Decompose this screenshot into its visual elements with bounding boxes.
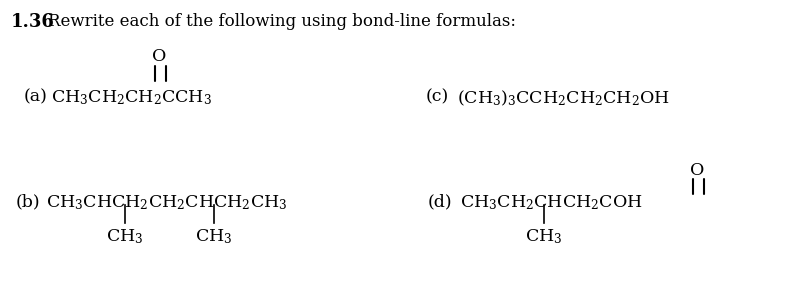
Text: $\mathregular{CH_3}$: $\mathregular{CH_3}$ — [195, 227, 232, 246]
Text: (a): (a) — [24, 88, 48, 105]
Text: $\mathregular{CH_3}$: $\mathregular{CH_3}$ — [525, 227, 562, 246]
Text: $\mathregular{(CH_3)_3CCH_2CH_2CH_2OH}$: $\mathregular{(CH_3)_3CCH_2CH_2CH_2OH}$ — [458, 88, 671, 107]
Text: 1.36: 1.36 — [11, 13, 55, 31]
Text: O: O — [690, 162, 705, 179]
Text: $\mathregular{CH_3CHCH_2CH_2CHCH_2CH_3}$: $\mathregular{CH_3CHCH_2CH_2CHCH_2CH_3}$ — [46, 194, 288, 212]
Text: O: O — [151, 48, 166, 65]
Text: $\mathregular{CH_3}$: $\mathregular{CH_3}$ — [106, 227, 143, 246]
Text: $\mathregular{CH_3CH_2CH_2CCH_3}$: $\mathregular{CH_3CH_2CH_2CCH_3}$ — [52, 88, 212, 107]
Text: (b): (b) — [16, 194, 40, 211]
Text: Rewrite each of the following using bond-line formulas:: Rewrite each of the following using bond… — [49, 13, 516, 30]
Text: (c): (c) — [425, 88, 449, 105]
Text: $\mathregular{CH_3CH_2CHCH_2COH}$: $\mathregular{CH_3CH_2CHCH_2COH}$ — [460, 194, 642, 212]
Text: (d): (d) — [428, 194, 452, 211]
